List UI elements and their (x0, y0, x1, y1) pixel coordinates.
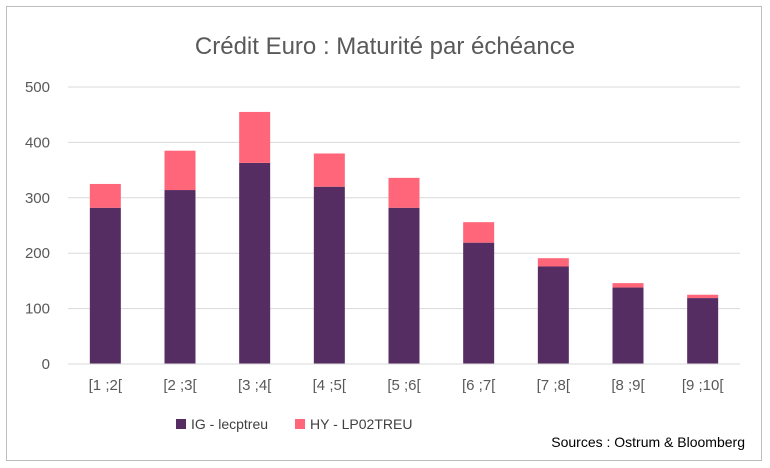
bar-ig-8 (612, 287, 644, 364)
bars (89, 111, 719, 364)
x-tick-label: [1 ;2[ (89, 377, 123, 394)
y-tick-label: 100 (25, 301, 50, 318)
bar-ig-2 (164, 190, 196, 364)
bar-ig-6 (463, 242, 495, 364)
y-tick-label: 200 (25, 245, 50, 262)
chart-title: Crédit Euro : Maturité par échéance (195, 33, 575, 60)
x-tick-label: [3 ;4[ (238, 377, 272, 394)
legend: IG - lecptreu HY - LP02TREU (176, 416, 412, 432)
x-tick-label: [6 ;7[ (462, 377, 496, 394)
bar-hy-8 (612, 283, 644, 288)
bar-hy-4 (313, 153, 345, 187)
y-tick-label: 400 (25, 134, 50, 151)
bar-ig-4 (313, 186, 345, 364)
bar-ig-9 (687, 298, 719, 364)
bar-hy-5 (388, 177, 420, 208)
x-tick-label: [5 ;6[ (387, 377, 421, 394)
x-axis-ticks: [1 ;2[ [2 ;3[ [3 ;4[ [4 ;5[ [5 ;6[ [6 ;7[ [7 ;… (89, 377, 725, 394)
bar-hy-9 (687, 294, 719, 299)
bar-hy-1 (89, 183, 121, 208)
x-tick-label: [9 ;10[ (682, 377, 725, 394)
y-axis-ticks: 0 100 200 300 400 500 (25, 79, 50, 373)
legend-label-hy: HY - LP02TREU (310, 416, 412, 432)
legend-label-ig: IG - lecptreu (191, 416, 268, 432)
legend-swatch-hy (295, 419, 305, 429)
bar-hy-3 (239, 111, 271, 163)
bar-ig-3 (239, 162, 271, 364)
bar-ig-1 (89, 207, 121, 364)
bar-hy-7 (537, 258, 569, 267)
x-tick-label: [7 ;8[ (537, 377, 571, 394)
bar-ig-7 (537, 266, 569, 364)
y-tick-label: 300 (25, 190, 50, 207)
x-tick-label: [8 ;9[ (611, 377, 645, 394)
x-tick-label: [2 ;3[ (163, 377, 197, 394)
x-tick-label: [4 ;5[ (313, 377, 347, 394)
chart-frame (6, 6, 762, 461)
source-note: Sources : Ostrum & Bloomberg (551, 434, 745, 450)
bar-hy-2 (164, 150, 196, 191)
y-tick-label: 500 (25, 79, 50, 96)
legend-swatch-ig (176, 419, 186, 429)
y-tick-label: 0 (42, 356, 50, 373)
bar-hy-6 (463, 222, 495, 243)
bar-ig-5 (388, 207, 420, 364)
